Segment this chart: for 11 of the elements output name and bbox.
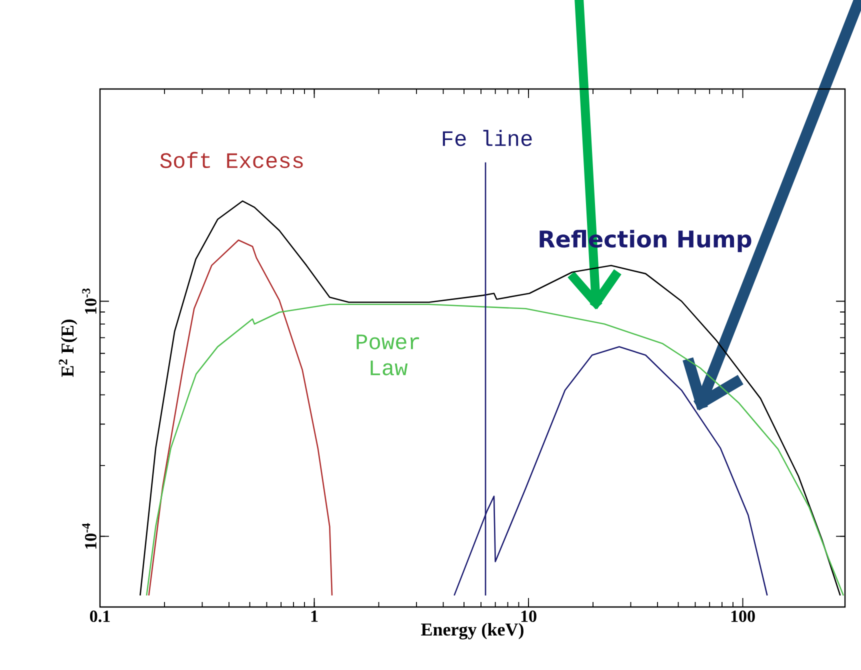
x-tick-label: 100 (731, 610, 755, 622)
y-axis-title: E$^{2}$ F(E) (58, 320, 78, 377)
x-tick-label: 1 (311, 610, 318, 622)
series-label: Fe line (442, 130, 532, 146)
series-label: Power Law (356, 334, 420, 376)
x-tick-label: 10 (521, 610, 536, 622)
y-tick-label: 10$^{-4}$ (82, 523, 96, 549)
x-tick-label: 0.1 (90, 610, 110, 622)
y-tick-label: 10$^{-3}$ (82, 288, 96, 314)
x-axis-title: Energy (keV) (421, 622, 524, 640)
text: Soft Excess (160, 152, 303, 168)
